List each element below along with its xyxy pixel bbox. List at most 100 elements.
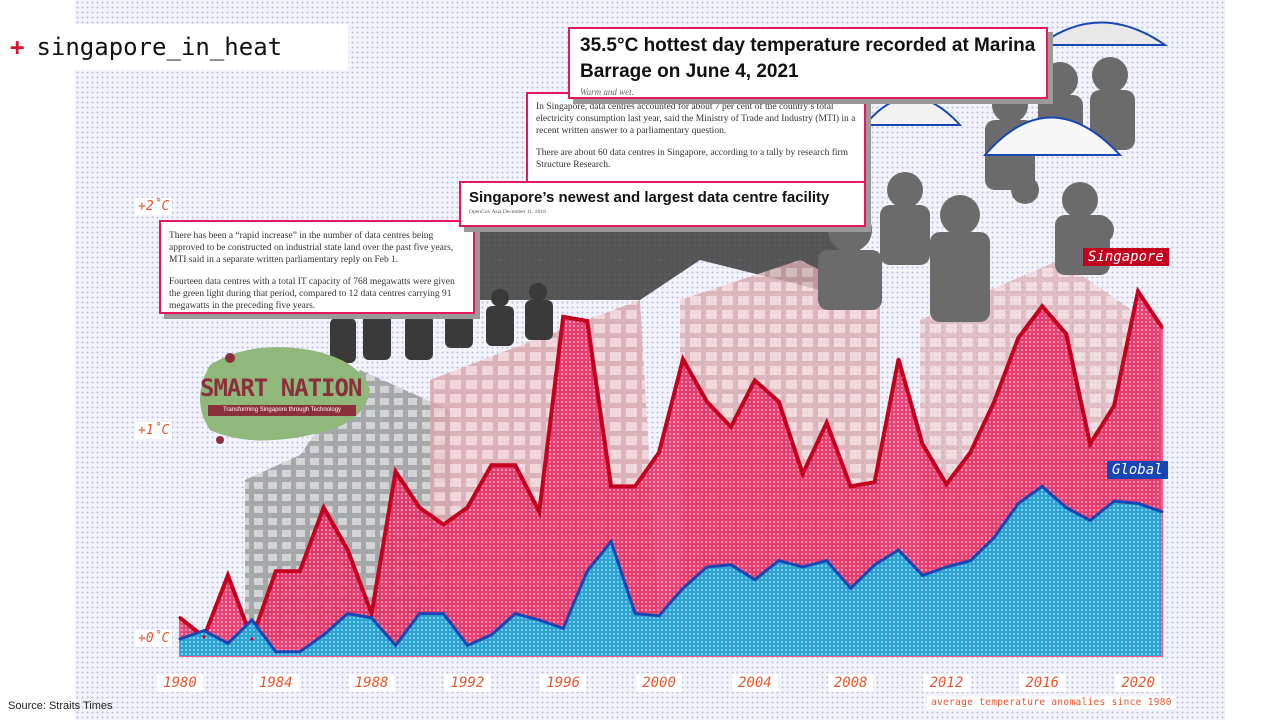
global-point-2004: [753, 578, 757, 582]
x-tick-label: 1992: [444, 674, 491, 692]
singapore-point-2000: [657, 451, 661, 454]
global-point-2000: [657, 614, 661, 618]
global-point-2003: [729, 563, 733, 567]
x-tick-label: 1984: [252, 674, 299, 692]
clipping-newest-facility: Singapore’s newest and largest data cent…: [459, 181, 866, 227]
singapore-point-2002: [705, 400, 709, 404]
clipping-paragraph: In Singapore, data centres accounted for…: [536, 102, 856, 136]
global-point-2015: [1016, 501, 1020, 505]
clipping-headline: Singapore’s newest and largest data cent…: [469, 189, 830, 206]
global-point-1994: [513, 612, 517, 616]
singapore-point-1985: [298, 569, 302, 573]
global-point-1999: [633, 612, 637, 616]
smart-nation-badge: [190, 340, 380, 450]
singapore-point-1980: [178, 616, 182, 620]
singapore-point-2001: [681, 357, 685, 361]
singapore-point-1987: [346, 548, 350, 552]
x-tick-label: 2000: [636, 674, 682, 692]
singapore-point-2008: [849, 484, 853, 488]
singapore-point-2016: [1040, 304, 1044, 308]
global-point-2018: [1088, 518, 1092, 522]
singapore-point-1982: [226, 573, 230, 577]
x-tick-label: 1988: [348, 674, 395, 692]
singapore-point-2018: [1088, 442, 1092, 446]
singapore-point-2011: [921, 442, 924, 446]
clipping-data-centre-approvals: There has been a “rapid increase” in the…: [159, 220, 475, 314]
global-point-1991: [442, 612, 445, 616]
global-point-2014: [992, 535, 996, 539]
global-point-1989: [394, 643, 398, 647]
global-point-1993: [489, 633, 493, 637]
global-point-2010: [897, 548, 900, 552]
global-point-1985: [298, 650, 302, 654]
clipping-subtitle: Warm and wet.: [580, 87, 634, 97]
global-point-1987: [346, 612, 350, 616]
global-point-1982: [226, 641, 230, 645]
singapore-point-2012: [944, 482, 948, 486]
clipping-headline: 35.5°C hottest day temperature recorded …: [580, 35, 1036, 82]
global-point-1983: [250, 618, 254, 622]
clipping-electricity-share: In Singapore, data centres accounted for…: [526, 92, 866, 186]
legend-global: Global: [1107, 461, 1168, 479]
global-point-2019: [1112, 499, 1116, 503]
global-point-2001: [681, 586, 685, 590]
singapore-point-2020: [1136, 289, 1140, 293]
singapore-point-1994: [513, 463, 517, 467]
global-point-1992: [465, 643, 469, 647]
clipping-hottest-day: 35.5°C hottest day temperature recorded …: [568, 27, 1048, 99]
singapore-point-1999: [633, 484, 637, 488]
singapore-point-2003: [729, 425, 733, 429]
global-point-2005: [777, 559, 781, 563]
global-point-1984: [274, 650, 278, 654]
singapore-point-2021: [1160, 325, 1164, 329]
legend-singapore: Singapore: [1083, 248, 1169, 266]
singapore-point-1997: [585, 319, 589, 323]
singapore-point-1998: [609, 484, 613, 488]
clipping-meta: OpenGov Asia December 11, 2018: [469, 209, 546, 215]
global-point-1980: [178, 637, 182, 641]
global-point-1998: [609, 540, 613, 543]
global-point-2008: [849, 586, 853, 590]
global-line: [179, 484, 1163, 654]
global-point-1981: [202, 629, 206, 633]
global-point-2020: [1136, 501, 1140, 505]
smart-nation-logo-text: SMART NATION: [200, 374, 362, 402]
chart-note: average temperature anomalies since 1980: [927, 696, 1176, 709]
global-point-1986: [322, 633, 326, 637]
global-point-1996: [561, 626, 565, 630]
umbrellas: [862, 21, 1169, 156]
global-point-2016: [1040, 484, 1044, 488]
global-point-2011: [921, 573, 924, 577]
singapore-point-2004: [753, 378, 757, 382]
y-tick-label: +1˚C: [135, 422, 173, 439]
building-roof-frame: [470, 222, 860, 300]
singapore-point-1995: [537, 510, 541, 514]
global-point-2009: [873, 563, 877, 567]
singapore-point-1996: [561, 315, 565, 319]
x-tick-label: 2008: [827, 674, 874, 692]
global-point-1988: [370, 616, 374, 620]
singapore-point-2014: [992, 400, 996, 404]
page-title: + singapore_in_heat: [0, 24, 348, 70]
singapore-point-1988: [370, 612, 374, 616]
x-tick-label: 2016: [1019, 674, 1066, 692]
singapore-point-2019: [1112, 404, 1116, 408]
x-tick-label: 1980: [157, 674, 203, 692]
singapore-point-1981: [202, 635, 206, 639]
global-point-2007: [825, 559, 829, 563]
global-point-2017: [1064, 506, 1068, 510]
x-tick-label: 2020: [1115, 674, 1161, 692]
singapore-point-2015: [1016, 336, 1020, 340]
singapore-point-2007: [825, 421, 829, 425]
global-point-2006: [801, 565, 805, 569]
singapore-point-1992: [465, 506, 469, 510]
singapore-point-1986: [322, 506, 326, 510]
singapore-point-1991: [442, 523, 445, 527]
singapore-point-2017: [1064, 332, 1068, 336]
global-point-1995: [537, 618, 541, 622]
x-tick-label: 1996: [540, 674, 587, 692]
singapore-point-1984: [274, 569, 278, 573]
singapore-point-1990: [418, 506, 421, 510]
clipping-paragraph: There are about 60 data centres in Singa…: [536, 148, 849, 170]
